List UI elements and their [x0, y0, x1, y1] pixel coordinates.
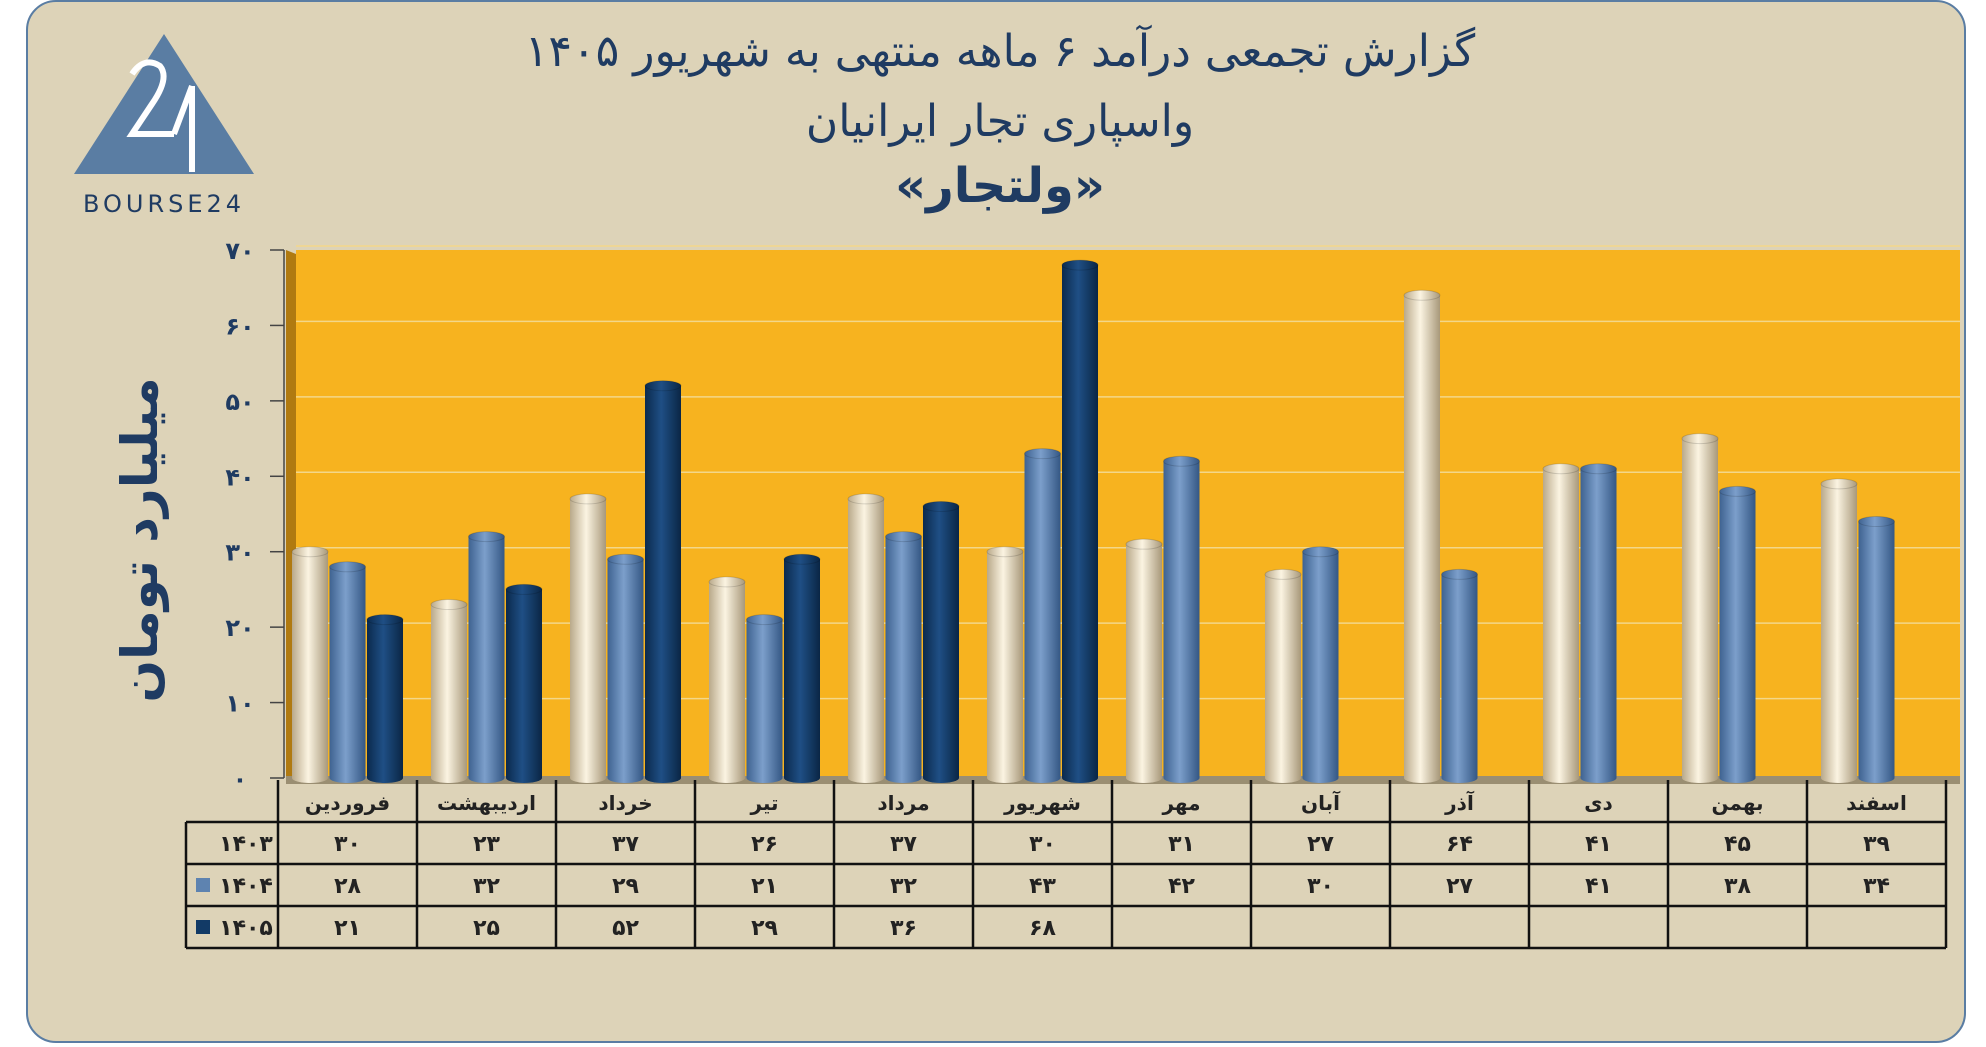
category-label: فروردین	[305, 791, 390, 815]
bar	[1441, 568, 1478, 783]
data-label: ۳۲	[473, 874, 500, 899]
bar	[366, 614, 404, 783]
data-label: ۲۱	[334, 916, 361, 941]
data-label: ۲۵	[473, 916, 500, 941]
data-label: ۳۶	[890, 916, 917, 941]
data-label: ۲۹	[612, 874, 639, 899]
bar	[430, 599, 468, 783]
bourse24-logo-icon	[74, 34, 254, 174]
bar	[1163, 455, 1200, 783]
bar	[1302, 546, 1339, 783]
data-label: ۳۷	[612, 832, 639, 857]
data-label: ۲۹	[751, 916, 778, 941]
data-label: ۳۰	[1029, 832, 1056, 857]
data-label: ۳۴	[1863, 874, 1890, 899]
legend-series-name: ۱۴۰۴	[219, 874, 273, 899]
logo-text: BOURSE24	[82, 190, 246, 218]
category-label: مرداد	[877, 791, 929, 815]
bar	[644, 380, 682, 783]
bar	[1681, 433, 1719, 783]
data-label: ۴۱	[1585, 832, 1612, 857]
bar	[1542, 463, 1580, 783]
bar	[847, 493, 885, 783]
y-tick-label: ۵۰	[225, 388, 254, 416]
legend-series-name: ۱۴۰۳	[219, 832, 273, 857]
y-tick-label: ۲۰	[225, 614, 254, 642]
category-label: تیر	[749, 791, 778, 815]
data-label: ۲۱	[751, 874, 778, 899]
data-label: ۲۷	[1307, 832, 1334, 857]
data-label: ۴۱	[1585, 874, 1612, 899]
bar	[1024, 448, 1061, 783]
data-label: ۶۴	[1446, 832, 1473, 857]
category-label: آذر	[1444, 790, 1475, 815]
bar	[607, 553, 644, 783]
data-label: ۳۸	[1724, 874, 1751, 899]
bar	[1580, 463, 1617, 783]
legend-series-name: ۱۴۰۵	[219, 916, 273, 941]
bar	[505, 583, 543, 783]
bar	[1719, 485, 1756, 783]
chart-title-line1: گزارش تجمعی درآمد ۶ ماهه منتهی به شهریور…	[524, 26, 1476, 77]
data-label: ۵۲	[612, 916, 639, 941]
bar	[1403, 289, 1441, 783]
bar	[1820, 478, 1858, 783]
bar	[783, 553, 821, 783]
bar	[1264, 568, 1302, 783]
data-label: ۴۳	[1029, 874, 1056, 899]
bar	[468, 531, 505, 783]
y-tick-label: ۶۰	[225, 312, 254, 340]
bar	[885, 531, 922, 783]
legend-swatch	[196, 878, 210, 892]
plot-floor	[286, 776, 1960, 784]
data-label: ۳۹	[1863, 832, 1890, 857]
bar	[291, 546, 329, 783]
data-label: ۴۲	[1168, 874, 1195, 899]
category-label: دی	[1584, 791, 1613, 815]
data-label: ۲۶	[751, 832, 778, 857]
data-label: ۳۰	[334, 832, 361, 857]
bar	[1125, 538, 1163, 783]
chart-title-line2: واسپاری تجار ایرانیان	[805, 96, 1195, 147]
category-label: اسفند	[1846, 791, 1907, 815]
bar	[746, 614, 783, 783]
bar	[1858, 516, 1895, 783]
bar	[708, 576, 746, 783]
category-label: مهر	[1161, 791, 1200, 815]
y-tick-label: ۴۰	[225, 463, 254, 491]
data-label: ۳۲	[890, 874, 917, 899]
data-label: ۳۱	[1168, 832, 1195, 857]
data-label: ۴۵	[1724, 832, 1751, 857]
category-label: آبان	[1301, 790, 1341, 815]
bar	[569, 493, 607, 783]
data-label: ۲۸	[334, 874, 361, 899]
data-label: ۳۷	[890, 832, 917, 857]
bar	[329, 561, 366, 783]
bar	[986, 546, 1024, 783]
category-label: شهریور	[1003, 791, 1081, 815]
legend-swatch	[196, 920, 210, 934]
category-label: بهمن	[1711, 791, 1763, 815]
y-tick-label: ۰	[233, 765, 248, 793]
data-label: ۲۳	[473, 832, 500, 857]
bar	[922, 500, 960, 783]
category-label: خرداد	[598, 791, 652, 815]
data-label: ۳۰	[1307, 874, 1334, 899]
chart-title-line3: «ولتجار»	[895, 158, 1105, 214]
y-tick-label: ۷۰	[225, 237, 254, 265]
bar	[1061, 259, 1099, 783]
y-tick-label: ۱۰	[225, 690, 254, 718]
category-label: اردیبهشت	[437, 791, 536, 815]
data-label: ۲۷	[1446, 874, 1473, 899]
y-tick-label: ۳۰	[225, 539, 254, 567]
data-label: ۶۸	[1029, 916, 1056, 941]
